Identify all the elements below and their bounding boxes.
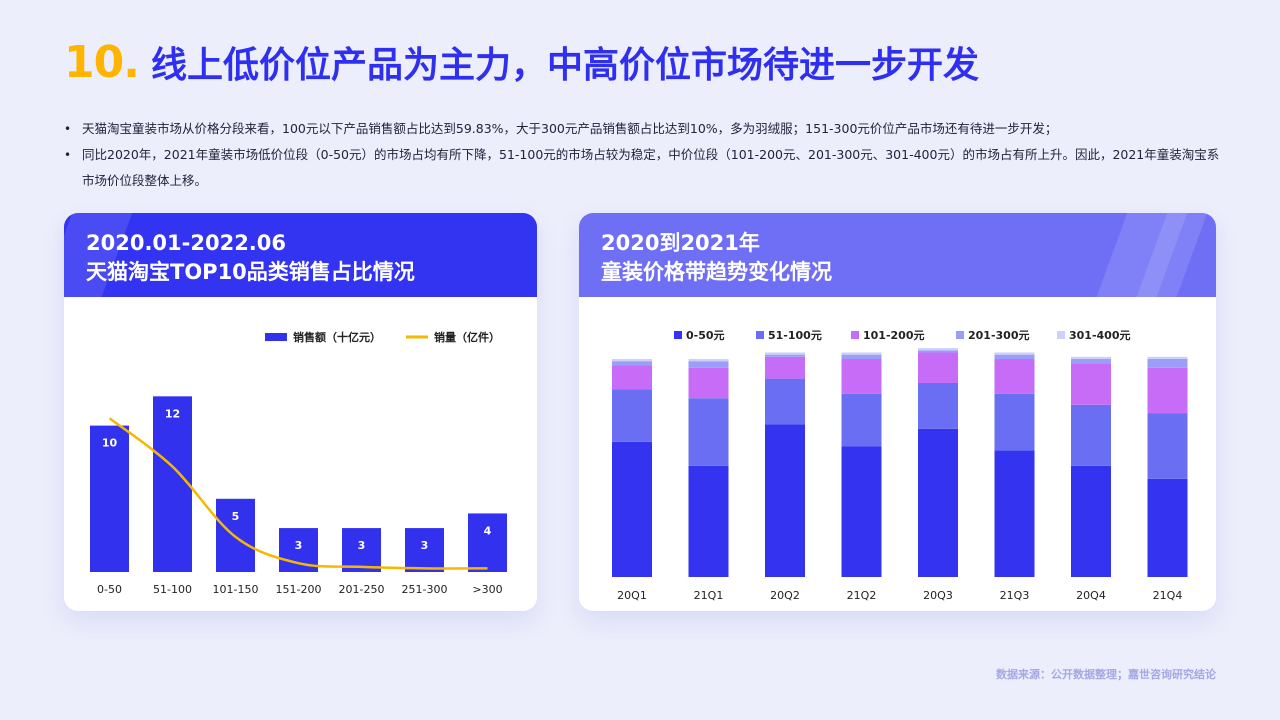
stacked-bar-segment [1071, 465, 1111, 577]
legend-label: 101-200元 [863, 329, 925, 342]
left-card-title-line1: 2020.01-2022.06 [86, 231, 287, 255]
legend-label: 销售额（十亿元） [293, 330, 381, 344]
bar-value-label: 3 [358, 539, 366, 552]
x-tick-label: 21Q2 [847, 589, 877, 602]
x-tick-label: >300 [472, 583, 502, 596]
right-card-title-line1: 2020到2021年 [601, 231, 760, 255]
stacked-bar-segment [1071, 363, 1111, 405]
stacked-bar-segment [688, 465, 729, 577]
x-tick-label: 20Q4 [1076, 589, 1106, 602]
bar [153, 396, 192, 572]
page-title: 10. 线上低价位产品为主力，中高价位市场待进一步开发 [64, 36, 979, 92]
legend-swatch [674, 331, 682, 339]
stacked-bar-segment [1071, 356, 1111, 359]
x-tick-label: 201-250 [339, 583, 385, 596]
left-card-title-line2: 天猫淘宝TOP10品类销售占比情况 [86, 260, 415, 284]
bar-value-label: 4 [484, 524, 492, 537]
legend-swatch [956, 331, 964, 339]
legend-label: 0-50元 [686, 329, 725, 342]
stacked-bar-segment [765, 352, 805, 355]
stacked-bar-segment [841, 359, 882, 394]
legend-label: 51-100元 [768, 329, 822, 342]
bar-value-label: 3 [295, 539, 303, 552]
stacked-bar-segment [688, 361, 729, 368]
bar [342, 528, 381, 572]
stacked-bar-segment [765, 424, 805, 577]
stacked-bar-segment [918, 428, 958, 577]
x-tick-label: 20Q3 [923, 589, 953, 602]
stacked-bar-segment [841, 393, 882, 447]
stacked-bar-segment [1147, 478, 1188, 577]
title-number: 10. [64, 37, 140, 88]
stacked-bar-segment [612, 361, 652, 366]
bar-value-label: 3 [421, 539, 429, 552]
stacked-bar-segment [765, 354, 805, 357]
bullet-item: 天猫淘宝童装市场从价格分段来看，100元以下产品销售额占比达到59.83%，大于… [64, 116, 1224, 142]
legend-label: 销量（亿件） [434, 330, 500, 344]
stacked-bar-segment [688, 367, 729, 399]
x-tick-label: 21Q4 [1153, 589, 1183, 602]
stacked-bar-segment [1071, 359, 1111, 364]
x-tick-label: 20Q2 [770, 589, 800, 602]
legend-label: 301-400元 [1069, 329, 1131, 342]
left-combo-chart: 销售额（十亿元） 销量（亿件） 10 0-50 12 51-100 5 101-150 3 151… [90, 330, 507, 596]
legend-swatch [1057, 331, 1065, 339]
left-card-header: 2020.01-2022.06 天猫淘宝TOP10品类销售占比情况 [64, 213, 537, 297]
stacked-bar-segment [612, 359, 652, 362]
right-chart-card: 2020到2021年 童装价格带趋势变化情况 0-50元 51-100元 101-2… [579, 213, 1216, 611]
stacked-bar-segment [994, 393, 1035, 451]
stacked-bar-segment [612, 389, 652, 442]
stacked-bar-segment [1147, 367, 1188, 414]
legend-swatch [756, 331, 764, 339]
stacked-bar-segment [612, 365, 652, 390]
bar [468, 513, 507, 572]
stacked-bar-segment [841, 354, 882, 359]
stacked-bar-segment [918, 348, 958, 351]
legend-bar-swatch [265, 333, 287, 341]
stacked-bar-segment [1147, 356, 1188, 359]
x-tick-label: 20Q1 [617, 589, 647, 602]
stacked-bar-segment [1147, 413, 1188, 479]
stacked-bar-segment [994, 450, 1035, 577]
stacked-bar-segment [765, 378, 805, 425]
title-text: 线上低价位产品为主力，中高价位市场待进一步开发 [150, 45, 979, 86]
stacked-bar-segment [612, 441, 652, 577]
x-tick-label: 251-300 [402, 583, 448, 596]
bar [405, 528, 444, 572]
x-tick-label: 51-100 [153, 583, 192, 596]
legend-label: 201-300元 [968, 329, 1030, 342]
legend-swatch [851, 331, 859, 339]
right-card-title-line2: 童装价格带趋势变化情况 [601, 260, 832, 284]
stacked-bar-segment [765, 356, 805, 379]
stacked-bar-segment [841, 446, 882, 577]
stacked-bar-segment [918, 382, 958, 429]
bar [90, 425, 129, 572]
x-tick-label: 101-150 [213, 583, 259, 596]
left-chart-card: 2020.01-2022.06 天猫淘宝TOP10品类销售占比情况 销售额（十亿… [64, 213, 537, 611]
x-tick-label: 151-200 [276, 583, 322, 596]
bar-value-label: 10 [102, 437, 118, 450]
stacked-bar-segment [994, 354, 1035, 359]
stacked-bar-segment [918, 352, 958, 383]
source-note: 数据来源：公开数据整理；嘉世咨询研究结论 [996, 668, 1216, 681]
x-tick-label: 21Q3 [1000, 589, 1030, 602]
stacked-bar-segment [994, 359, 1035, 394]
right-card-header: 2020到2021年 童装价格带趋势变化情况 [579, 213, 1216, 297]
stacked-bar-segment [688, 359, 729, 362]
x-tick-label: 21Q1 [694, 589, 724, 602]
bar-value-label: 12 [165, 407, 180, 420]
bullet-item: 同比2020年，2021年童装市场低价位段（0-50元）的市场占均有所下降，51… [64, 142, 1224, 194]
bullet-list: 天猫淘宝童装市场从价格分段来看，100元以下产品销售额占比达到59.83%，大于… [64, 116, 1224, 194]
stacked-bar-segment [688, 398, 729, 466]
stacked-bar-segment [918, 350, 958, 353]
right-stacked-chart: 0-50元 51-100元 101-200元 201-300元 301-400元 20Q1… [612, 329, 1188, 602]
stacked-bar-segment [994, 352, 1035, 355]
bar-value-label: 5 [232, 510, 240, 523]
stacked-bar-segment [1071, 404, 1111, 466]
stacked-bar-segment [1147, 359, 1188, 368]
series-line [108, 417, 488, 570]
stacked-bar-segment [841, 352, 882, 355]
x-tick-label: 0-50 [97, 583, 122, 596]
